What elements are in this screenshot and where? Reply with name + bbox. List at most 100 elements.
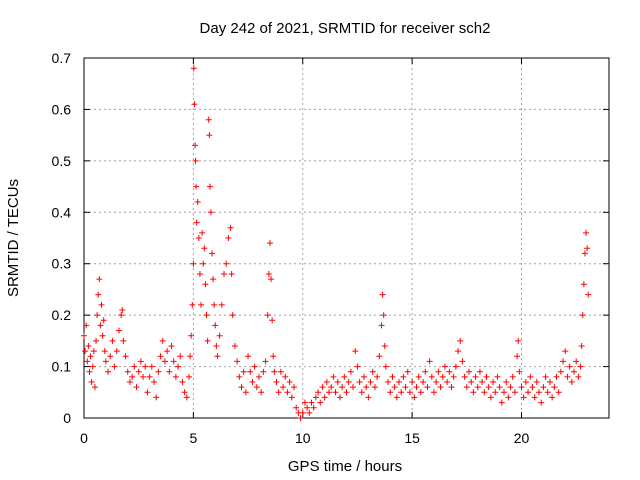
data-point xyxy=(216,332,223,339)
data-point xyxy=(433,379,440,385)
data-point xyxy=(212,322,219,329)
data-point xyxy=(199,229,206,236)
x-tick-label: 0 xyxy=(80,430,88,446)
data-point xyxy=(374,373,381,380)
data-point xyxy=(426,358,433,365)
x-tick-label: 10 xyxy=(295,430,311,446)
data-point xyxy=(242,389,249,396)
data-point xyxy=(446,368,453,375)
x-tick-label: 15 xyxy=(404,430,420,446)
data-point xyxy=(208,250,215,257)
plot-frame xyxy=(83,57,610,419)
data-point xyxy=(225,235,232,241)
data-point xyxy=(236,373,243,380)
data-point xyxy=(273,379,280,385)
data-point xyxy=(310,404,317,411)
data-point xyxy=(109,337,116,344)
data-point xyxy=(584,245,591,252)
data-point xyxy=(286,379,293,385)
x-tick-label: 20 xyxy=(514,430,530,446)
data-point xyxy=(396,379,402,385)
data-point xyxy=(321,394,328,401)
data-point xyxy=(211,301,218,308)
data-point xyxy=(288,394,295,401)
data-point xyxy=(119,307,126,313)
y-axis: 0 0.1 0.2 0.3 0.4 0.5 0.6 0.7 xyxy=(52,50,609,426)
data-point xyxy=(514,353,521,360)
data-point xyxy=(369,368,376,375)
data-point xyxy=(409,379,416,385)
data-point xyxy=(194,199,201,205)
data-point xyxy=(557,368,564,375)
data-point xyxy=(382,363,389,370)
data-point xyxy=(540,384,547,391)
data-point xyxy=(516,368,523,375)
data-point xyxy=(105,368,112,375)
data-point xyxy=(387,389,394,396)
data-point xyxy=(323,379,330,385)
data-point xyxy=(468,379,475,385)
data-point xyxy=(124,368,131,375)
data-point xyxy=(577,363,584,370)
data-point xyxy=(193,219,200,226)
data-point xyxy=(358,389,365,396)
data-point xyxy=(146,373,153,380)
data-point xyxy=(245,353,252,360)
data-point xyxy=(251,363,258,370)
y-tick-label: 0.5 xyxy=(52,153,72,169)
data-point xyxy=(85,343,92,349)
data-point xyxy=(551,384,558,391)
data-point xyxy=(509,373,516,380)
data-point xyxy=(175,363,182,370)
data-point xyxy=(398,389,405,396)
data-point xyxy=(580,281,587,288)
data-point xyxy=(291,384,297,391)
data-point xyxy=(280,384,287,391)
data-point xyxy=(151,379,157,385)
data-point xyxy=(277,368,284,375)
data-point xyxy=(111,363,118,370)
data-point xyxy=(299,409,306,416)
data-point xyxy=(538,399,545,406)
data-point xyxy=(228,271,235,277)
data-point xyxy=(455,348,462,355)
data-point xyxy=(564,373,571,380)
data-point xyxy=(306,409,313,416)
data-point xyxy=(546,379,553,385)
data-point xyxy=(361,373,367,380)
data-point xyxy=(268,276,275,283)
data-point xyxy=(94,312,101,319)
data-point xyxy=(179,379,186,385)
data-point xyxy=(435,368,442,375)
data-point xyxy=(326,389,332,396)
data-point xyxy=(201,245,208,252)
data-point xyxy=(101,348,108,355)
data-point xyxy=(205,116,212,123)
data-point xyxy=(238,384,245,391)
data-point xyxy=(529,384,536,391)
data-point xyxy=(343,389,350,396)
data-point xyxy=(161,358,168,365)
data-point xyxy=(381,343,388,349)
data-point xyxy=(113,348,120,355)
data-point xyxy=(437,384,444,391)
data-point xyxy=(200,260,207,267)
data-point xyxy=(131,363,138,370)
data-point xyxy=(144,389,151,396)
data-point xyxy=(457,337,464,344)
data-point xyxy=(439,373,446,380)
data-point xyxy=(520,394,527,401)
data-point xyxy=(206,132,213,139)
data-point xyxy=(448,384,455,391)
data-point xyxy=(89,363,96,370)
data-point xyxy=(367,379,374,385)
data-point xyxy=(223,260,230,267)
data-point xyxy=(168,343,175,349)
data-point xyxy=(166,368,173,375)
data-point xyxy=(492,389,499,396)
data-point xyxy=(210,276,217,283)
y-tick-label: 0 xyxy=(63,410,71,426)
data-point xyxy=(568,379,575,385)
data-point xyxy=(542,373,549,380)
